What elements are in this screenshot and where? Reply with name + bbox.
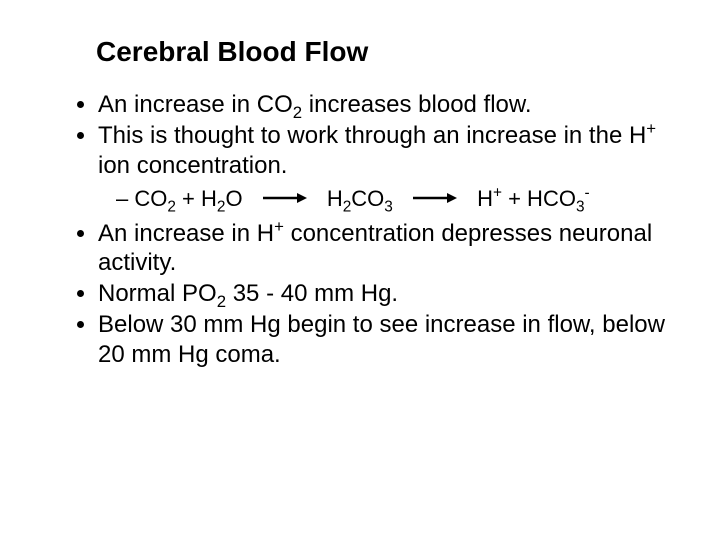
superscript: + [646,119,656,138]
text: ion concentration. [98,152,287,179]
subscript: 2 [293,103,302,122]
text: 35 - 40 mm Hg. [226,280,398,307]
slide: Cerebral Blood Flow An increase in CO2 i… [0,0,720,411]
text: CO [351,186,384,211]
sub-list: CO2 + H2O H2CO3 H+ + HCO3- [98,186,680,213]
list-item: An increase in CO2 increases blood flow. [98,90,680,119]
text: An increase in CO [98,91,293,118]
text: O [225,186,242,211]
list-item: This is thought to work through an incre… [98,121,680,212]
list-item: Below 30 mm Hg begin to see increase in … [98,310,680,369]
text: H [327,186,343,211]
subscript: 3 [576,198,585,215]
bullet-list: An increase in CO2 increases blood flow.… [40,90,680,369]
list-item: Normal PO2 35 - 40 mm Hg. [98,279,680,308]
text: CO [134,186,167,211]
text: + HCO [502,186,576,211]
arrow-icon [263,193,307,203]
page-title: Cerebral Blood Flow [96,36,680,68]
text: This is thought to work through an incre… [98,122,646,149]
arrow-icon [413,193,457,203]
text: increases blood flow. [302,91,531,118]
subscript: 2 [343,198,352,215]
text: Below 30 mm Hg begin to see increase in … [98,311,665,367]
subscript: 3 [384,198,393,215]
superscript: + [274,217,284,236]
equation-line: CO2 + H2O H2CO3 H+ + HCO3- [116,186,680,213]
text: An increase in H [98,220,274,247]
subscript: 2 [217,292,226,311]
superscript: - [585,184,590,201]
text: + H [176,186,217,211]
text: Normal PO [98,280,217,307]
superscript: + [493,184,502,201]
list-item: An increase in H+ concentration depresse… [98,219,680,278]
text: H [477,186,493,211]
subscript: 2 [167,198,176,215]
